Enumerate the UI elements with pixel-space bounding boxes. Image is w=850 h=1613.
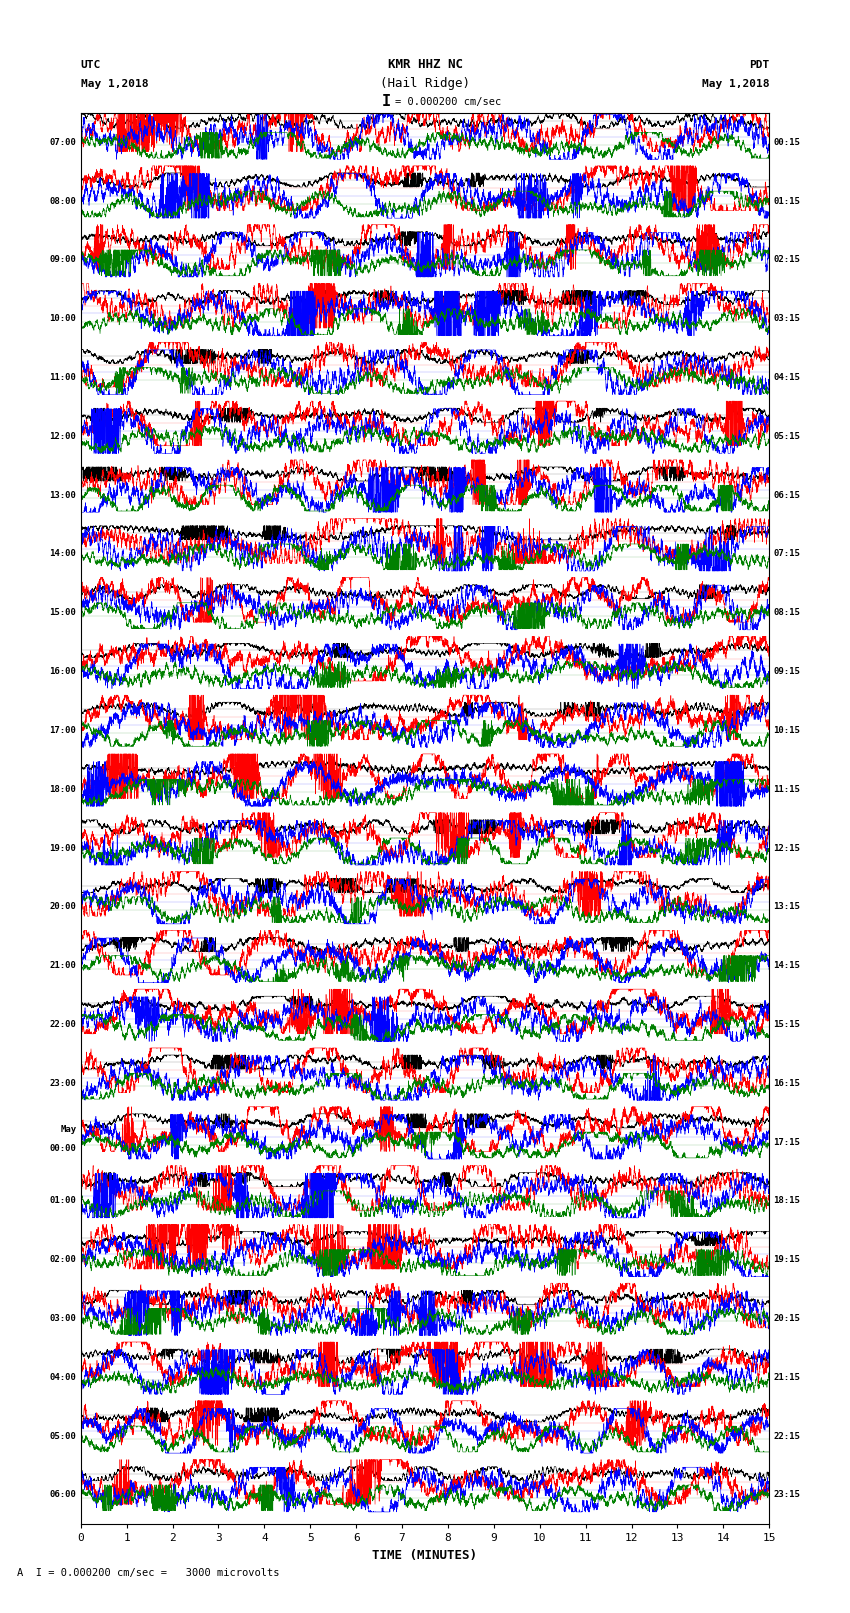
Text: 04:00: 04:00 xyxy=(49,1373,76,1382)
Text: 02:15: 02:15 xyxy=(774,255,801,265)
Text: PDT: PDT xyxy=(749,60,769,69)
Text: 20:00: 20:00 xyxy=(49,902,76,911)
Text: 15:15: 15:15 xyxy=(774,1019,801,1029)
Text: 06:15: 06:15 xyxy=(774,490,801,500)
Text: 10:15: 10:15 xyxy=(774,726,801,736)
Text: 01:00: 01:00 xyxy=(49,1197,76,1205)
Text: 00:15: 00:15 xyxy=(774,137,801,147)
Text: (Hail Ridge): (Hail Ridge) xyxy=(380,77,470,90)
Text: A  I = 0.000200 cm/sec =   3000 microvolts: A I = 0.000200 cm/sec = 3000 microvolts xyxy=(17,1568,280,1578)
Text: May 1,2018: May 1,2018 xyxy=(702,79,769,89)
Text: 08:00: 08:00 xyxy=(49,197,76,205)
Text: KMR HHZ NC: KMR HHZ NC xyxy=(388,58,462,71)
X-axis label: TIME (MINUTES): TIME (MINUTES) xyxy=(372,1548,478,1561)
Text: 14:00: 14:00 xyxy=(49,550,76,558)
Text: 15:00: 15:00 xyxy=(49,608,76,618)
Text: 09:15: 09:15 xyxy=(774,668,801,676)
Text: 10:00: 10:00 xyxy=(49,315,76,323)
Text: 12:00: 12:00 xyxy=(49,432,76,440)
Text: 18:15: 18:15 xyxy=(774,1197,801,1205)
Text: 02:00: 02:00 xyxy=(49,1255,76,1265)
Text: 11:15: 11:15 xyxy=(774,784,801,794)
Text: 18:00: 18:00 xyxy=(49,784,76,794)
Text: 19:00: 19:00 xyxy=(49,844,76,853)
Text: 05:00: 05:00 xyxy=(49,1432,76,1440)
Text: 19:15: 19:15 xyxy=(774,1255,801,1265)
Text: UTC: UTC xyxy=(81,60,101,69)
Text: 05:15: 05:15 xyxy=(774,432,801,440)
Text: 23:15: 23:15 xyxy=(774,1490,801,1500)
Text: 23:00: 23:00 xyxy=(49,1079,76,1087)
Text: 06:00: 06:00 xyxy=(49,1490,76,1500)
Text: May 1,2018: May 1,2018 xyxy=(81,79,148,89)
Text: 09:00: 09:00 xyxy=(49,255,76,265)
Text: 03:00: 03:00 xyxy=(49,1315,76,1323)
Text: 16:00: 16:00 xyxy=(49,668,76,676)
Text: 14:15: 14:15 xyxy=(774,961,801,969)
Text: 00:00: 00:00 xyxy=(49,1144,76,1153)
Text: 21:00: 21:00 xyxy=(49,961,76,969)
Text: 11:00: 11:00 xyxy=(49,373,76,382)
Text: 22:00: 22:00 xyxy=(49,1019,76,1029)
Text: May: May xyxy=(60,1124,76,1134)
Text: 13:00: 13:00 xyxy=(49,490,76,500)
Text: 21:15: 21:15 xyxy=(774,1373,801,1382)
Text: 22:15: 22:15 xyxy=(774,1432,801,1440)
Text: I: I xyxy=(382,94,391,110)
Text: 01:15: 01:15 xyxy=(774,197,801,205)
Text: 12:15: 12:15 xyxy=(774,844,801,853)
Text: 07:00: 07:00 xyxy=(49,137,76,147)
Text: = 0.000200 cm/sec: = 0.000200 cm/sec xyxy=(395,97,501,106)
Text: 13:15: 13:15 xyxy=(774,902,801,911)
Text: 16:15: 16:15 xyxy=(774,1079,801,1087)
Text: 07:15: 07:15 xyxy=(774,550,801,558)
Text: 17:00: 17:00 xyxy=(49,726,76,736)
Text: 04:15: 04:15 xyxy=(774,373,801,382)
Text: 08:15: 08:15 xyxy=(774,608,801,618)
Text: 20:15: 20:15 xyxy=(774,1315,801,1323)
Text: 03:15: 03:15 xyxy=(774,315,801,323)
Text: 17:15: 17:15 xyxy=(774,1137,801,1147)
